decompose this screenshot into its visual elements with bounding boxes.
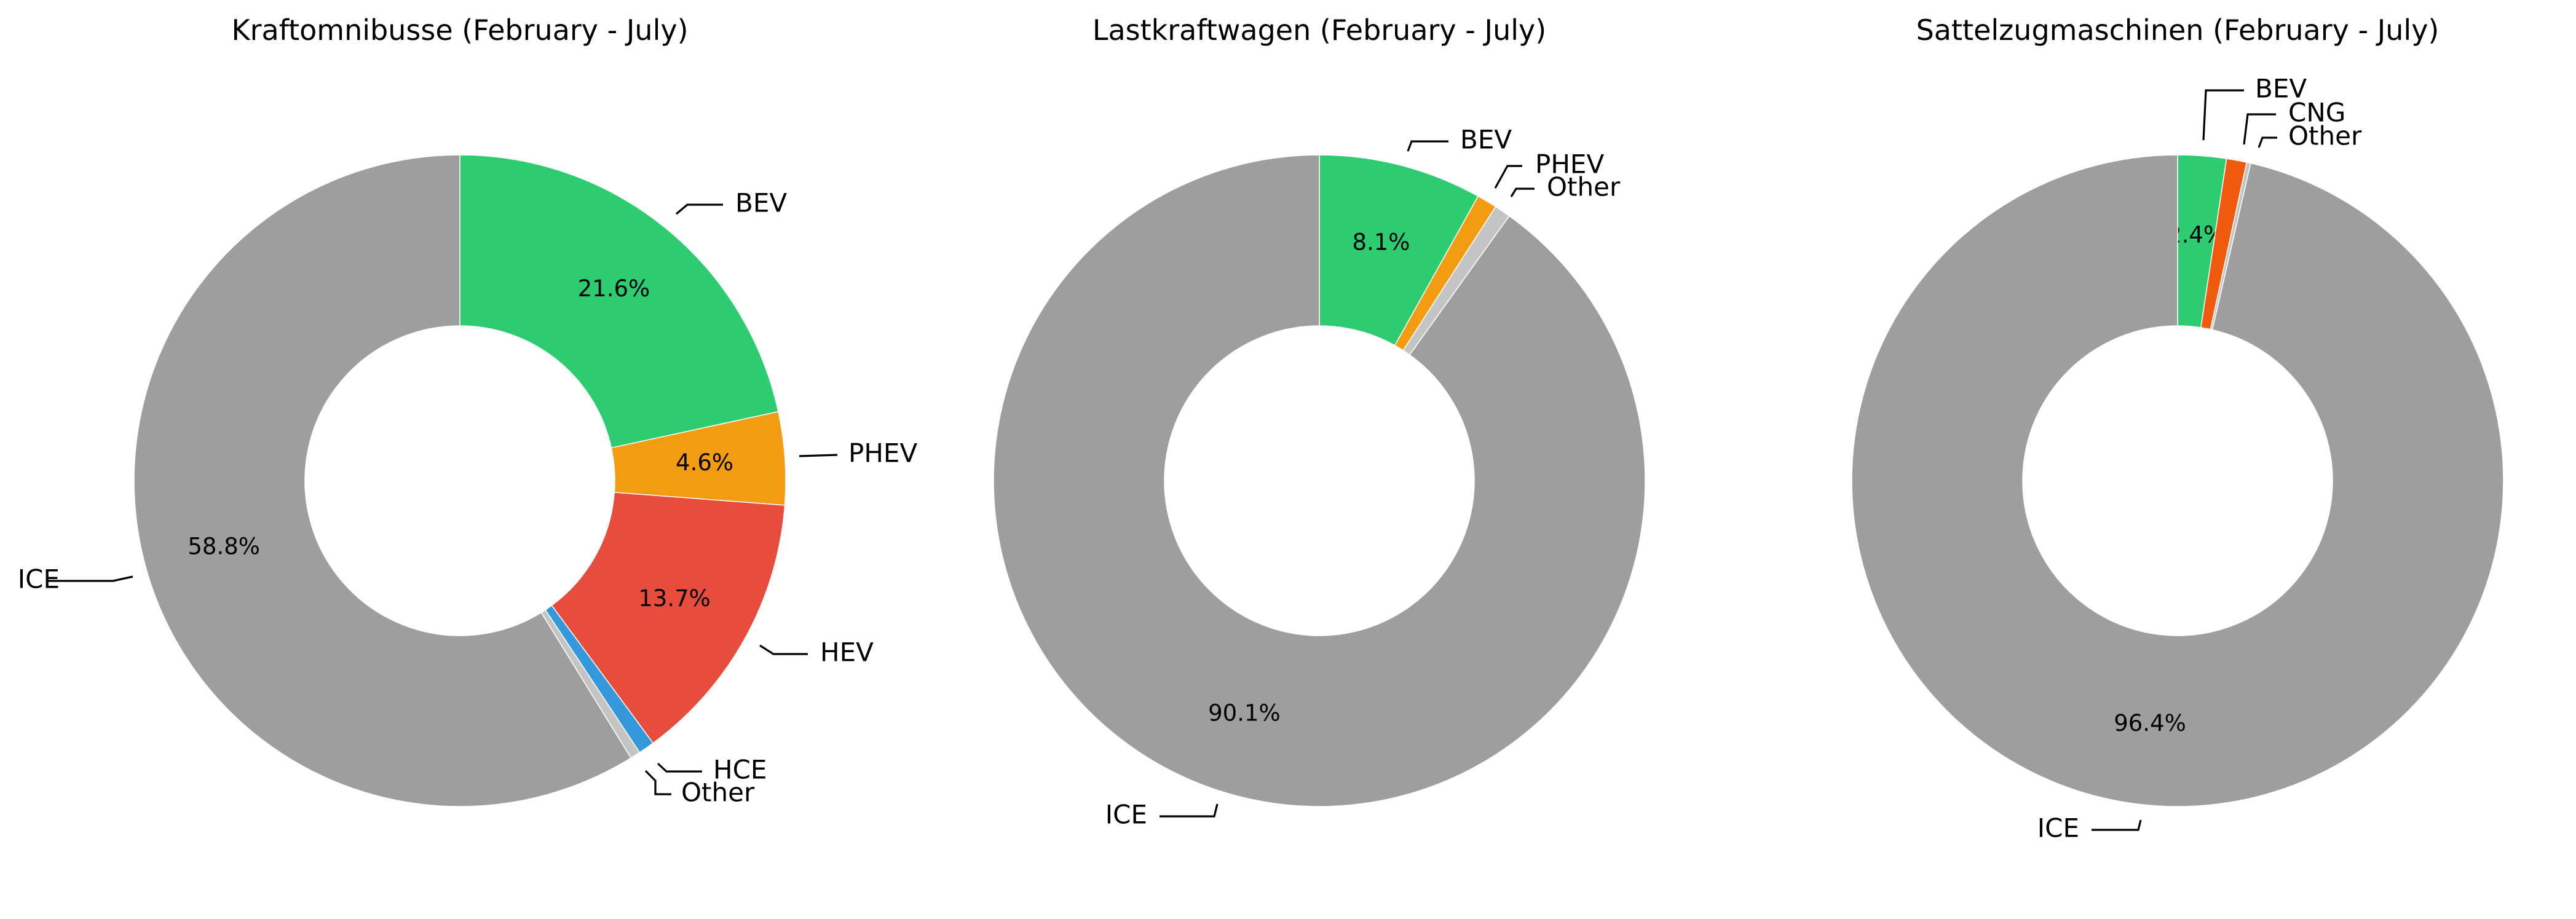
category-label-ice: ICE <box>18 564 60 594</box>
category-label-bev: BEV <box>2255 74 2307 104</box>
donut-chart-1: Kraftomnibusse (February - July) 21.6% BEV… <box>18 14 918 808</box>
slice-ice <box>1851 154 2504 807</box>
donut-chart-2: Lastkraftwagen (February - July) 8.1% BEV P… <box>993 14 1646 830</box>
leader-line-hev <box>759 644 808 655</box>
value-label-phev: 4.6% <box>676 449 733 476</box>
leader-line-ice <box>2092 819 2142 831</box>
donut-chart-3: Sattelzugmaschinen (February - July)2.4%… <box>1851 14 2504 843</box>
leader-line-phev <box>799 454 838 457</box>
category-label-hce: HCE <box>713 755 767 785</box>
slice-ice <box>993 154 1646 807</box>
leader-line-ice <box>1160 803 1219 818</box>
category-label-phev: PHEV <box>1535 149 1604 179</box>
category-label-cng: CNG <box>2288 98 2345 128</box>
slice-bev <box>459 154 779 449</box>
category-label-other: Other <box>1547 172 1621 202</box>
category-label-other: Other <box>681 778 755 808</box>
leader-line-ice <box>47 575 133 582</box>
chart-title: Sattelzugmaschinen (February - July) <box>1916 14 2440 47</box>
category-label-ice: ICE <box>2037 813 2079 843</box>
category-label-bev: BEV <box>735 188 787 218</box>
value-label-ice: 96.4% <box>2114 710 2186 736</box>
leader-line-bev <box>2202 89 2244 141</box>
chart-title: Kraftomnibusse (February - July) <box>231 14 688 47</box>
leader-line-bev <box>675 203 723 215</box>
value-label-ice: 58.8% <box>188 533 260 559</box>
value-label-bev: 8.1% <box>1352 229 1410 255</box>
value-label-ice: 90.1% <box>1208 700 1281 726</box>
slice-bev <box>1319 154 1479 346</box>
slice-hev <box>551 492 786 744</box>
category-label-phev: PHEV <box>848 438 917 468</box>
category-label-ice: ICE <box>1105 800 1147 830</box>
slice-ice <box>133 154 632 807</box>
category-label-hev: HEV <box>820 637 874 668</box>
leader-line-other <box>2258 136 2277 148</box>
value-label-bev: 21.6% <box>578 275 650 302</box>
leader-line-other <box>644 770 671 795</box>
leader-line-phev <box>1494 165 1522 189</box>
leader-line-hce <box>657 762 702 773</box>
chart-title: Lastkraftwagen (February - July) <box>1092 14 1546 47</box>
leader-line-bev <box>1407 140 1448 152</box>
leader-line-cng <box>2243 113 2276 145</box>
leader-line-other <box>1510 187 1535 197</box>
category-label-bev: BEV <box>1460 125 1512 155</box>
category-label-other: Other <box>2288 121 2362 151</box>
value-label-hev: 13.7% <box>638 585 711 612</box>
